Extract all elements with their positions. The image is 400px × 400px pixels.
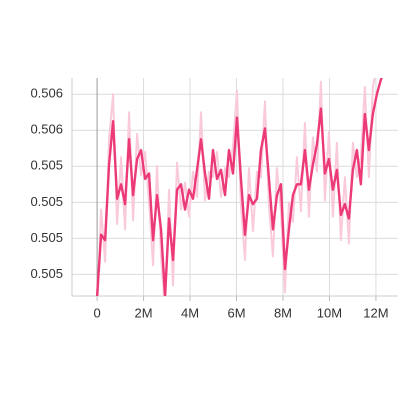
y-tick-label: 0.506 xyxy=(30,122,63,137)
y-tick-label: 0.506 xyxy=(30,86,63,101)
x-tick-label: 0 xyxy=(93,305,100,320)
y-tick-label: 0.505 xyxy=(30,158,63,173)
series-line xyxy=(95,78,383,296)
plot-area xyxy=(95,78,383,296)
x-tick-label: 12M xyxy=(363,305,388,320)
x-tick-label: 10M xyxy=(317,305,342,320)
y-tick-label: 0.505 xyxy=(30,194,63,209)
x-tick-label: 4M xyxy=(181,305,199,320)
axis-labels: 0.505 0.505 0.505 0.505 0.506 0.506 0 2M 4M 6M 8M 1… xyxy=(30,86,388,321)
x-tick-label: 8M xyxy=(274,305,292,320)
series-line xyxy=(96,78,376,296)
y-tick-label: 0.505 xyxy=(30,266,63,281)
x-tick-label: 6M xyxy=(227,305,245,320)
y-tick-label: 0.505 xyxy=(30,230,63,245)
x-tick-label: 2M xyxy=(135,305,153,320)
